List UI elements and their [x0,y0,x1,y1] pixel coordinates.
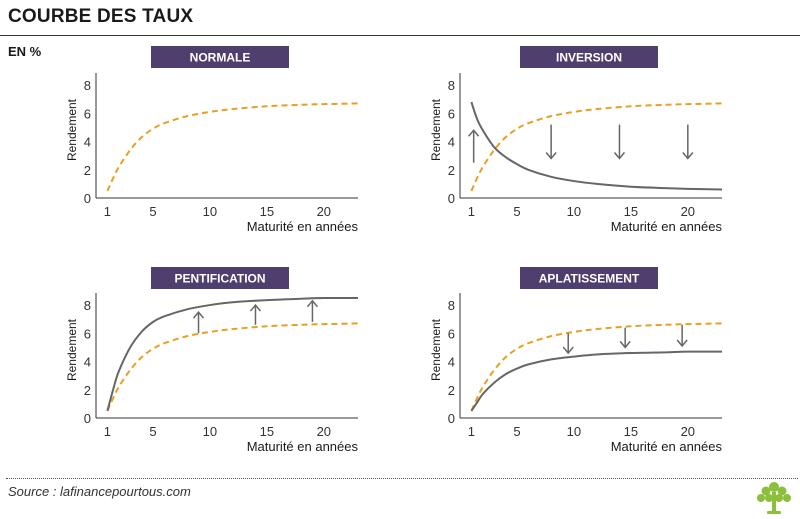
x-tick-label: 1 [468,424,475,439]
x-axis-label: Maturité en années [247,439,359,454]
x-tick-label: 10 [567,424,581,439]
y-tick-label: 0 [448,191,455,206]
y-tick-label: 2 [84,383,91,398]
x-axis-label: Maturité en années [611,219,723,234]
panel-title: APLATISSEMENT [539,272,640,286]
y-tick-label: 6 [448,326,455,341]
x-axis-label: Maturité en années [611,439,723,454]
tree-logo-icon [757,482,791,514]
x-tick-label: 1 [104,204,111,219]
y-tick-label: 4 [448,135,455,150]
x-tick-label: 20 [317,204,331,219]
y-tick-label: 8 [448,298,455,313]
unit-label: EN % [8,44,42,59]
x-tick-label: 1 [104,424,111,439]
arrow-down-icon [562,333,574,355]
arrow-down-icon [613,124,626,160]
panel-header-bg [520,46,658,68]
normal-curve-line [470,322,723,412]
x-tick-label: 20 [317,424,331,439]
y-tick-label: 0 [84,411,91,426]
y-axis-label: Rendement [429,98,443,161]
y-axis-label: Rendement [429,318,443,381]
arrow-up-icon [468,129,480,163]
normal-curve-line [106,102,359,192]
y-tick-label: 4 [448,355,455,370]
normal-curve-line [470,102,723,192]
y-tick-label: 6 [84,106,91,121]
shifted-curve-line [470,101,723,191]
y-axis-label: Rendement [65,318,79,381]
y-tick-label: 2 [84,163,91,178]
y-tick-label: 2 [448,163,455,178]
arrow-down-icon [619,327,631,349]
panel-title: NORMALE [190,51,251,65]
panel-title: INVERSION [556,51,622,65]
y-tick-label: 4 [84,135,91,150]
x-tick-label: 5 [149,204,156,219]
y-tick-label: 8 [84,78,91,93]
x-tick-label: 5 [149,424,156,439]
footer-divider [6,478,798,479]
y-tick-label: 4 [84,355,91,370]
panel-title: PENTIFICATION [174,272,265,286]
x-tick-label: 15 [260,204,274,219]
source-note: Source : lafinancepourtous.com [8,484,191,499]
x-tick-label: 10 [203,204,217,219]
x-tick-label: 5 [513,424,520,439]
x-tick-label: 15 [624,424,638,439]
arrow-down-icon [682,124,694,160]
y-tick-label: 2 [448,383,455,398]
x-tick-label: 5 [513,204,520,219]
arrow-up-icon [306,299,319,322]
arrow-up-icon [192,310,205,334]
arrow-down-icon [545,124,557,160]
normal-curve-line [106,322,359,412]
x-tick-label: 1 [468,204,475,219]
x-tick-label: 10 [567,204,581,219]
page-title: COURBE DES TAUX [8,6,194,27]
y-axis-label: Rendement [65,98,79,161]
panel-header-bg [151,267,289,289]
y-tick-label: 6 [84,326,91,341]
y-tick-label: 0 [84,191,91,206]
y-tick-label: 0 [448,411,455,426]
x-tick-label: 15 [624,204,638,219]
title-divider [0,35,800,36]
y-tick-label: 6 [448,106,455,121]
arrow-down-icon [676,324,688,348]
x-tick-label: 20 [681,424,695,439]
shifted-curve-line [106,296,359,412]
y-tick-label: 8 [448,78,455,93]
x-tick-label: 20 [681,204,695,219]
shifted-curve-line [470,350,723,412]
y-tick-label: 8 [84,298,91,313]
panel-header-bg [520,267,658,289]
panel-header-bg [151,46,289,68]
arrow-up-icon [249,303,262,325]
x-axis-label: Maturité en années [247,219,359,234]
x-tick-label: 15 [260,424,274,439]
x-tick-label: 10 [203,424,217,439]
